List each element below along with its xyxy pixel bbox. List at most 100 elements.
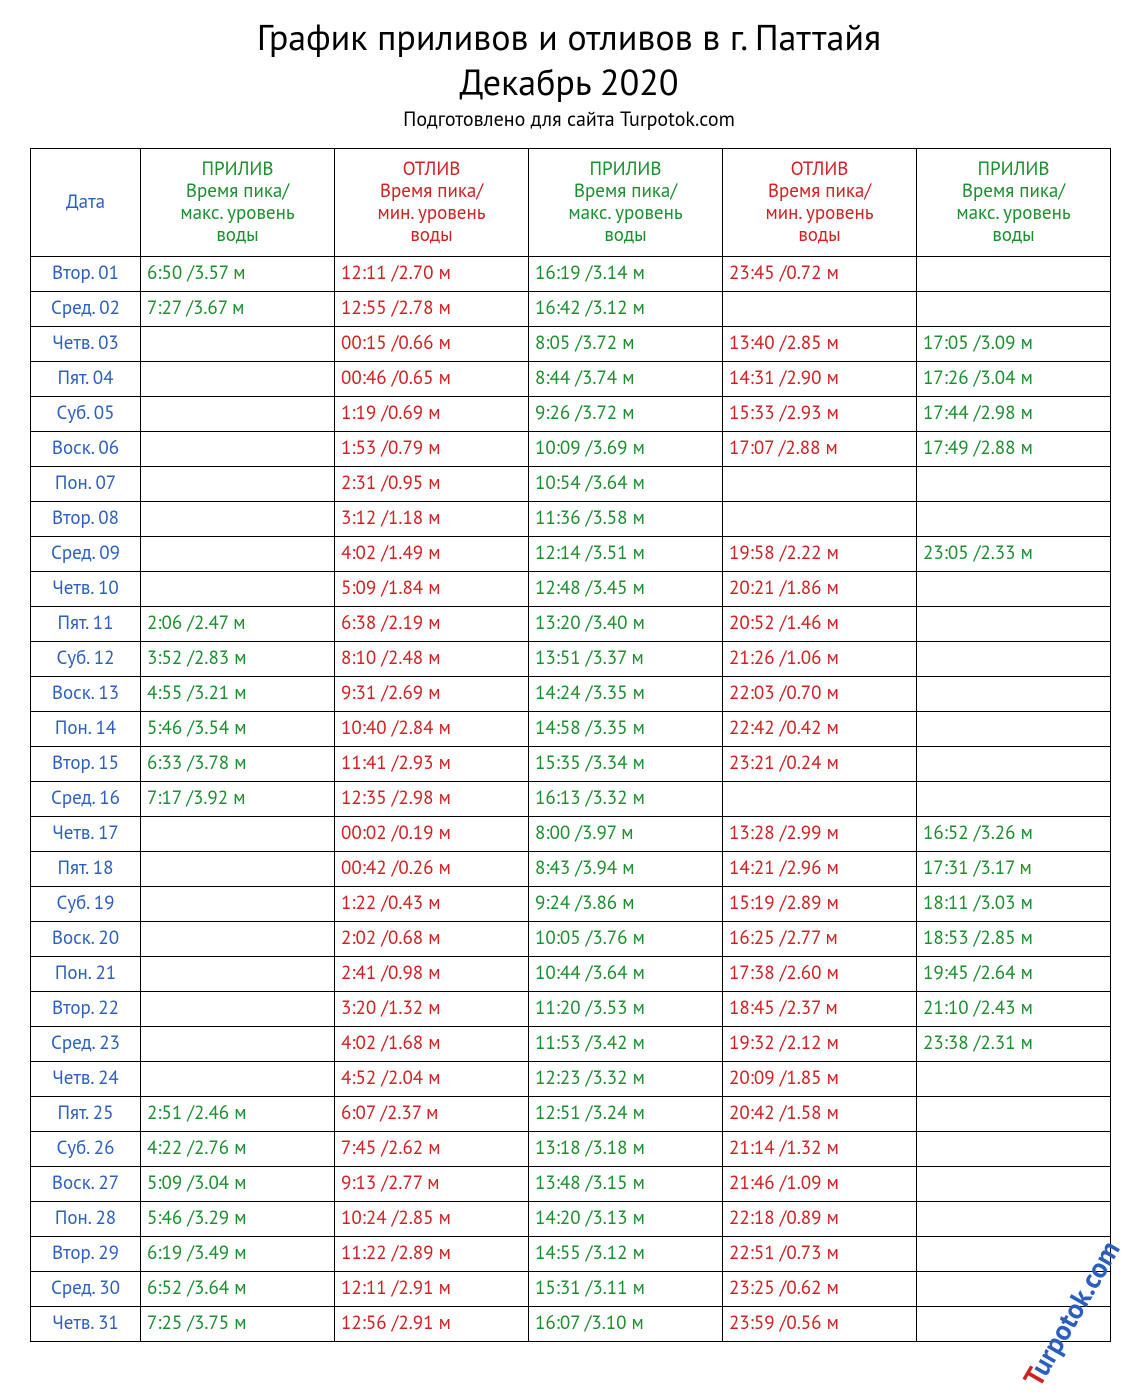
high-tide-cell: 6:52 /3.64 м — [141, 1272, 335, 1307]
date-cell: Суб. 12 — [31, 642, 141, 677]
high-tide-cell: 7:25 /3.75 м — [141, 1307, 335, 1342]
col-header-high-tide: ПРИЛИВВремя пика/макс. уровеньводы — [917, 149, 1111, 257]
table-row: Суб. 264:22 /2.76 м7:45 /2.62 м13:18 /3.… — [31, 1132, 1111, 1167]
low-tide-cell: 23:25 /0.62 м — [723, 1272, 917, 1307]
low-tide-cell: 22:51 /0.73 м — [723, 1237, 917, 1272]
low-tide-cell: 11:22 /2.89 м — [335, 1237, 529, 1272]
date-cell: Сред. 16 — [31, 782, 141, 817]
high-tide-cell: 7:17 /3.92 м — [141, 782, 335, 817]
low-tide-cell: 19:32 /2.12 м — [723, 1027, 917, 1062]
low-tide-cell: 20:21 /1.86 м — [723, 572, 917, 607]
low-tide-cell: 9:31 /2.69 м — [335, 677, 529, 712]
date-cell: Пон. 21 — [31, 957, 141, 992]
date-cell: Пон. 07 — [31, 467, 141, 502]
high-tide-cell — [141, 1062, 335, 1097]
high-tide-cell — [141, 572, 335, 607]
low-tide-cell: 2:31 /0.95 м — [335, 467, 529, 502]
table-row: Суб. 191:22 /0.43 м9:24 /3.86 м15:19 /2.… — [31, 887, 1111, 922]
high-tide-cell: 2:06 /2.47 м — [141, 607, 335, 642]
date-cell: Втор. 08 — [31, 502, 141, 537]
high-tide-cell: 6:33 /3.78 м — [141, 747, 335, 782]
low-tide-cell: 9:13 /2.77 м — [335, 1167, 529, 1202]
high-tide-cell: 8:00 /3.97 м — [529, 817, 723, 852]
table-row: Воск. 202:02 /0.68 м10:05 /3.76 м16:25 /… — [31, 922, 1111, 957]
table-row: Пят. 112:06 /2.47 м6:38 /2.19 м13:20 /3.… — [31, 607, 1111, 642]
page-title: График приливов и отливов в г. Паттайя Д… — [30, 14, 1108, 104]
low-tide-cell: 20:42 /1.58 м — [723, 1097, 917, 1132]
col-header-high-tide: ПРИЛИВВремя пика/макс. уровеньводы — [529, 149, 723, 257]
high-tide-cell: 7:27 /3.67 м — [141, 292, 335, 327]
low-tide-cell: 17:38 /2.60 м — [723, 957, 917, 992]
table-row: Суб. 051:19 /0.69 м9:26 /3.72 м15:33 /2.… — [31, 397, 1111, 432]
low-tide-cell: 2:41 /0.98 м — [335, 957, 529, 992]
low-tide-cell: 4:02 /1.68 м — [335, 1027, 529, 1062]
high-tide-cell — [917, 572, 1111, 607]
high-tide-cell: 4:22 /2.76 м — [141, 1132, 335, 1167]
date-cell: Сред. 09 — [31, 537, 141, 572]
table-row: Воск. 061:53 /0.79 м10:09 /3.69 м17:07 /… — [31, 432, 1111, 467]
low-tide-cell: 13:40 /2.85 м — [723, 327, 917, 362]
date-cell: Воск. 27 — [31, 1167, 141, 1202]
high-tide-cell: 8:44 /3.74 м — [529, 362, 723, 397]
table-row: Пон. 212:41 /0.98 м10:44 /3.64 м17:38 /2… — [31, 957, 1111, 992]
low-tide-cell: 23:59 /0.56 м — [723, 1307, 917, 1342]
date-cell: Четв. 17 — [31, 817, 141, 852]
high-tide-cell: 15:35 /3.34 м — [529, 747, 723, 782]
low-tide-cell: 14:31 /2.90 м — [723, 362, 917, 397]
high-tide-cell: 13:20 /3.40 м — [529, 607, 723, 642]
high-tide-cell — [141, 992, 335, 1027]
high-tide-cell — [141, 887, 335, 922]
low-tide-cell: 3:20 /1.32 м — [335, 992, 529, 1027]
low-tide-cell: 22:18 /0.89 м — [723, 1202, 917, 1237]
low-tide-cell: 12:11 /2.70 м — [335, 257, 529, 292]
high-tide-cell: 4:55 /3.21 м — [141, 677, 335, 712]
high-tide-cell: 10:09 /3.69 м — [529, 432, 723, 467]
table-row: Суб. 123:52 /2.83 м8:10 /2.48 м13:51 /3.… — [31, 642, 1111, 677]
high-tide-cell: 17:44 /2.98 м — [917, 397, 1111, 432]
low-tide-cell: 21:26 /1.06 м — [723, 642, 917, 677]
date-cell: Четв. 31 — [31, 1307, 141, 1342]
high-tide-cell — [917, 1167, 1111, 1202]
low-tide-cell: 12:35 /2.98 м — [335, 782, 529, 817]
low-tide-cell: 4:52 /2.04 м — [335, 1062, 529, 1097]
low-tide-cell: 15:33 /2.93 м — [723, 397, 917, 432]
table-row: Сред. 234:02 /1.68 м11:53 /3.42 м19:32 /… — [31, 1027, 1111, 1062]
date-cell: Четв. 24 — [31, 1062, 141, 1097]
high-tide-cell: 6:50 /3.57 м — [141, 257, 335, 292]
table-row: Втор. 156:33 /3.78 м11:41 /2.93 м15:35 /… — [31, 747, 1111, 782]
high-tide-cell: 12:48 /3.45 м — [529, 572, 723, 607]
high-tide-cell: 14:20 /3.13 м — [529, 1202, 723, 1237]
low-tide-cell: 00:42 /0.26 м — [335, 852, 529, 887]
high-tide-cell: 16:13 /3.32 м — [529, 782, 723, 817]
low-tide-cell: 21:46 /1.09 м — [723, 1167, 917, 1202]
low-tide-cell — [723, 292, 917, 327]
col-header-high-tide: ПРИЛИВВремя пика/макс. уровеньводы — [141, 149, 335, 257]
high-tide-cell: 19:45 /2.64 м — [917, 957, 1111, 992]
low-tide-cell: 18:45 /2.37 м — [723, 992, 917, 1027]
table-row: Четв. 105:09 /1.84 м12:48 /3.45 м20:21 /… — [31, 572, 1111, 607]
low-tide-cell: 19:58 /2.22 м — [723, 537, 917, 572]
low-tide-cell: 12:11 /2.91 м — [335, 1272, 529, 1307]
table-row: Сред. 094:02 /1.49 м12:14 /3.51 м19:58 /… — [31, 537, 1111, 572]
low-tide-cell: 8:10 /2.48 м — [335, 642, 529, 677]
table-row: Четв. 1700:02 /0.19 м8:00 /3.97 м13:28 /… — [31, 817, 1111, 852]
high-tide-cell — [917, 607, 1111, 642]
tide-schedule-page: График приливов и отливов в г. Паттайя Д… — [0, 0, 1138, 1372]
high-tide-cell: 16:07 /3.10 м — [529, 1307, 723, 1342]
high-tide-cell — [917, 677, 1111, 712]
high-tide-cell: 23:05 /2.33 м — [917, 537, 1111, 572]
high-tide-cell — [917, 257, 1111, 292]
table-row: Четв. 0300:15 /0.66 м8:05 /3.72 м13:40 /… — [31, 327, 1111, 362]
low-tide-cell: 6:38 /2.19 м — [335, 607, 529, 642]
low-tide-cell: 1:53 /0.79 м — [335, 432, 529, 467]
low-tide-cell: 22:03 /0.70 м — [723, 677, 917, 712]
high-tide-cell — [917, 1237, 1111, 1272]
low-tide-cell: 5:09 /1.84 м — [335, 572, 529, 607]
high-tide-cell: 16:42 /3.12 м — [529, 292, 723, 327]
low-tide-cell: 17:07 /2.88 м — [723, 432, 917, 467]
low-tide-cell: 23:21 /0.24 м — [723, 747, 917, 782]
low-tide-cell: 14:21 /2.96 м — [723, 852, 917, 887]
date-cell: Пят. 11 — [31, 607, 141, 642]
table-row: Втор. 223:20 /1.32 м11:20 /3.53 м18:45 /… — [31, 992, 1111, 1027]
high-tide-cell: 13:18 /3.18 м — [529, 1132, 723, 1167]
